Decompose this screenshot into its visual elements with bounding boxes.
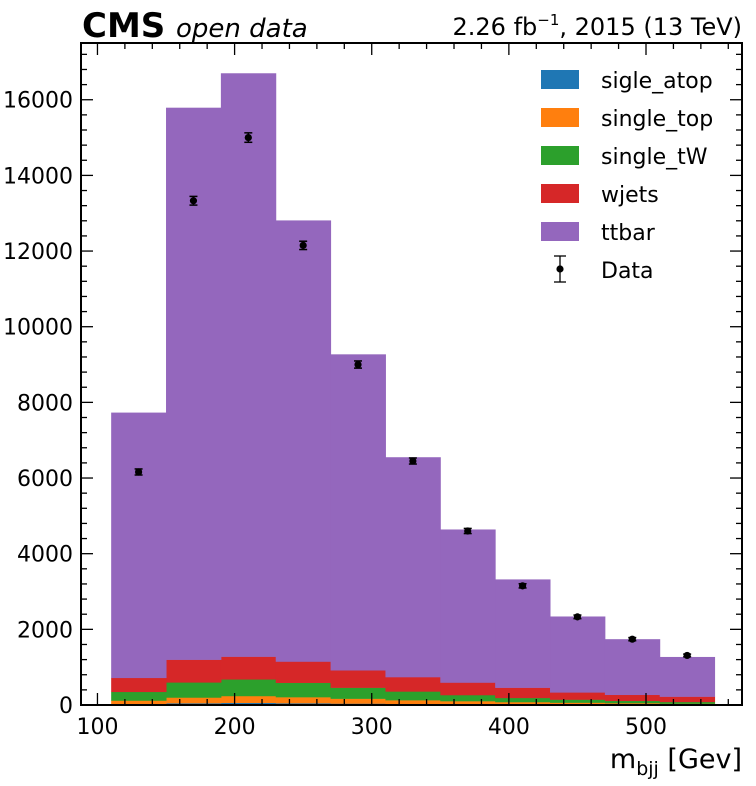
bar-wjets-bin-0 xyxy=(111,677,167,693)
bar-wjets-bin-3 xyxy=(275,661,332,683)
bar-ttbar-bin-10 xyxy=(659,656,716,697)
bar-wjets-bin-8 xyxy=(550,692,606,700)
bar-ttbar-bin-2 xyxy=(220,73,277,657)
data-point-0 xyxy=(134,468,143,476)
legend-swatch-sigle_atop xyxy=(541,70,579,89)
open-data-label: open data xyxy=(176,14,308,44)
y-tick-label-14000: 14000 xyxy=(3,164,73,189)
bar-wjets-bin-1 xyxy=(166,659,222,683)
bar-single_tW-bin-10 xyxy=(659,701,716,704)
bar-single_top-bin-4 xyxy=(330,698,386,704)
legend-label-single_tW: single_tW xyxy=(601,145,708,170)
legend-swatch-ttbar xyxy=(541,222,579,241)
y-tick-label-16000: 16000 xyxy=(3,89,73,114)
y-tick-label-12000: 12000 xyxy=(3,240,73,265)
plot-frame xyxy=(80,42,743,706)
bar-ttbar-bin-7 xyxy=(495,579,551,688)
y-tick-label-10000: 10000 xyxy=(3,316,73,341)
data-points xyxy=(134,132,692,660)
legend-data-marker xyxy=(556,265,564,273)
data-point-3 xyxy=(299,241,307,249)
bar-wjets-bin-10 xyxy=(659,696,716,703)
bar-single_top-bin-2 xyxy=(220,695,277,704)
data-point-9 xyxy=(628,635,636,643)
y-tick-label-4000: 4000 xyxy=(17,543,73,568)
bar-single_top-bin-9 xyxy=(604,703,661,705)
bar-wjets-bin-2 xyxy=(220,656,277,680)
bar-wjets-bin-4 xyxy=(330,670,386,688)
legend-label-wjets: wjets xyxy=(601,183,659,208)
bar-single_tW-bin-3 xyxy=(275,682,332,698)
x-tick-label-300: 300 xyxy=(351,715,393,740)
bar-single_top-bin-5 xyxy=(385,700,441,705)
bar-ttbar-bin-5 xyxy=(385,457,441,678)
data-point-5 xyxy=(409,457,417,465)
bar-single_top-bin-1 xyxy=(166,697,222,704)
lumi-exponent: −1 xyxy=(537,11,559,29)
bar-ttbar-bin-8 xyxy=(550,616,606,693)
legend-swatch-wjets xyxy=(541,184,579,203)
x-tick-label-400: 400 xyxy=(488,715,530,740)
bar-ttbar-bin-3 xyxy=(275,220,332,662)
bar-single_tW-bin-6 xyxy=(440,694,496,702)
luminosity-label: 2.26 fb−1, 2015 (13 TeV) xyxy=(453,11,743,41)
data-point-1 xyxy=(189,197,198,205)
axis-tick-labels: 100 200 300 400 500 0 2000 4000 6000 8000 10000 120… xyxy=(3,89,667,740)
bar-wjets-bin-7 xyxy=(495,687,551,699)
bar-single_top-bin-7 xyxy=(495,701,551,705)
experiment-label: CMS xyxy=(82,6,165,46)
bar-single_top-bin-6 xyxy=(440,701,496,705)
data-point-8 xyxy=(573,613,582,621)
bar-single_top-bin-8 xyxy=(550,702,606,705)
x-tick-label-100: 100 xyxy=(76,715,118,740)
y-tick-label-2000: 2000 xyxy=(17,618,73,643)
y-tick-label-8000: 8000 xyxy=(17,391,73,416)
bar-wjets-bin-6 xyxy=(440,682,496,696)
lumi-suffix: , 2015 (13 TeV) xyxy=(559,13,742,41)
bar-ttbar-bin-1 xyxy=(166,107,222,660)
y-tick-label-0: 0 xyxy=(59,694,73,719)
x-axis-label-unit: [Gev] xyxy=(659,744,742,775)
x-axis-label-main: m xyxy=(610,744,636,775)
data-point-2 xyxy=(244,133,252,142)
bar-ttbar-bin-6 xyxy=(440,529,496,683)
bar-single_tW-bin-4 xyxy=(330,687,386,699)
bar-ttbar-bin-0 xyxy=(111,412,167,679)
x-axis-label-subscript: bjj xyxy=(636,758,659,780)
x-axis-label: mbjj [Gev] xyxy=(610,744,742,780)
bar-single_top-bin-3 xyxy=(275,697,332,704)
x-tick-label-200: 200 xyxy=(214,715,256,740)
stack-bars xyxy=(111,73,716,706)
legend-label-sigle_atop: sigle_atop xyxy=(601,69,713,94)
legend-label-data: Data xyxy=(601,259,654,284)
data-point-6 xyxy=(464,527,472,535)
legend-label-ttbar: ttbar xyxy=(601,221,656,246)
legend-label-single_top: single_top xyxy=(601,107,713,132)
bar-wjets-bin-5 xyxy=(385,677,441,692)
x-tick-label-500: 500 xyxy=(625,715,667,740)
legend-swatch-single_top xyxy=(541,108,579,127)
bar-single_tW-bin-8 xyxy=(550,699,606,703)
bar-single_tW-bin-0 xyxy=(111,691,167,701)
bar-ttbar-bin-9 xyxy=(604,639,661,696)
bar-single_tW-bin-9 xyxy=(604,700,661,704)
bar-single_tW-bin-1 xyxy=(166,682,222,698)
lumi-value: 2.26 fb xyxy=(453,13,538,41)
bar-ttbar-bin-4 xyxy=(330,354,386,671)
y-tick-label-6000: 6000 xyxy=(17,467,73,492)
bar-wjets-bin-9 xyxy=(604,694,661,702)
bar-single_tW-bin-5 xyxy=(385,691,441,701)
bar-single_tW-bin-7 xyxy=(495,697,551,703)
data-point-7 xyxy=(518,582,527,590)
data-point-10 xyxy=(683,651,691,660)
data-point-4 xyxy=(354,360,362,369)
bar-single_top-bin-0 xyxy=(111,700,167,705)
bar-single_tW-bin-2 xyxy=(220,679,277,697)
legend-swatch-single_tW xyxy=(541,146,579,165)
